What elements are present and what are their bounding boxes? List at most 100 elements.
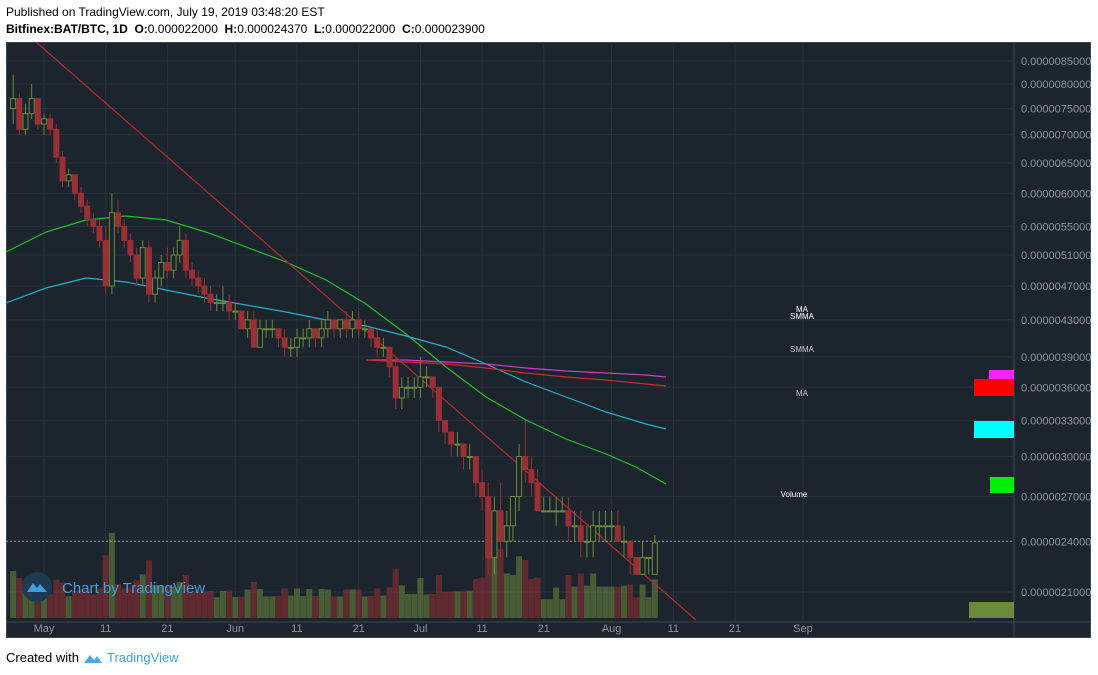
volume-bar bbox=[115, 584, 122, 618]
volume-bar bbox=[232, 596, 239, 618]
candle-body bbox=[263, 328, 270, 331]
candle-body bbox=[189, 269, 196, 279]
candle-body bbox=[435, 386, 442, 421]
volume-bar bbox=[84, 589, 91, 618]
candle-body bbox=[479, 482, 486, 498]
candle-body bbox=[306, 328, 313, 339]
x-tick-label: 11 bbox=[100, 623, 111, 635]
smma-line-cyan bbox=[6, 277, 667, 430]
candle-body bbox=[47, 118, 54, 130]
candle-body bbox=[343, 319, 350, 330]
candle-body bbox=[164, 262, 171, 271]
candle-body bbox=[256, 328, 263, 348]
candle-body bbox=[608, 525, 615, 528]
indicator-label: Volume bbox=[781, 490, 808, 499]
volume-bar bbox=[528, 578, 535, 618]
volume-bar bbox=[256, 589, 263, 618]
volume-bar bbox=[633, 597, 640, 618]
candle-body bbox=[275, 328, 282, 339]
volume-bar bbox=[16, 578, 23, 618]
volume-bar bbox=[121, 588, 128, 618]
candle-body bbox=[10, 98, 17, 110]
price-marker bbox=[974, 379, 1014, 396]
volume-bar bbox=[41, 594, 47, 618]
volume-bar bbox=[219, 590, 226, 618]
y-tick-label: 0.0000039000 bbox=[1021, 352, 1091, 364]
y-tick-label: 0.0000021000 bbox=[1021, 587, 1091, 599]
candle-body bbox=[65, 174, 72, 182]
candle-body bbox=[417, 376, 424, 388]
candle-body bbox=[213, 302, 220, 305]
high-label: H: bbox=[224, 22, 238, 36]
candle-body bbox=[368, 328, 375, 339]
volume-bar bbox=[337, 596, 344, 618]
volume-bar bbox=[349, 589, 356, 618]
volume-bar bbox=[47, 594, 54, 618]
trendline bbox=[35, 42, 697, 621]
volume-bar bbox=[472, 578, 479, 618]
volume-bar bbox=[645, 597, 652, 618]
x-tick-label: Jul bbox=[413, 623, 427, 635]
candle-body bbox=[90, 218, 97, 227]
candle-body bbox=[485, 496, 492, 558]
volume-bar bbox=[195, 591, 202, 618]
candle-body bbox=[170, 254, 177, 271]
candle-body bbox=[509, 496, 516, 527]
volume-bar bbox=[583, 585, 590, 618]
volume-bar bbox=[559, 599, 566, 618]
volume-bar bbox=[608, 586, 615, 618]
candle-body bbox=[423, 376, 430, 379]
candle-body bbox=[516, 456, 523, 498]
volume-bar bbox=[429, 594, 436, 618]
volume-bar bbox=[324, 589, 331, 618]
candle-body bbox=[614, 525, 621, 542]
volume-bar bbox=[263, 596, 270, 618]
price-chart[interactable]: 0.0000085000 0.0000080000 0.0000075000 0.00… bbox=[6, 42, 1091, 638]
candle-body bbox=[158, 262, 165, 279]
volume-bar bbox=[213, 597, 220, 618]
candle-body bbox=[448, 431, 455, 445]
y-tick-label: 0.0000075000 bbox=[1021, 104, 1091, 116]
tradingview-brand-link[interactable]: TradingView bbox=[106, 650, 179, 665]
x-tick-label: Sep bbox=[793, 623, 813, 635]
volume-bar bbox=[287, 595, 294, 618]
volume-bar bbox=[127, 587, 134, 618]
indicator-label: MA bbox=[796, 305, 809, 314]
candle-body bbox=[226, 302, 233, 312]
volume-bar bbox=[281, 588, 288, 618]
footer: Created with TradingView bbox=[6, 650, 179, 665]
candle-body bbox=[281, 337, 288, 348]
indicator-label: SMMA bbox=[790, 312, 815, 321]
candle-body bbox=[244, 319, 251, 330]
volume-bar bbox=[312, 596, 319, 618]
volume-bar bbox=[460, 590, 467, 618]
volume-bar bbox=[479, 577, 486, 618]
candle-body bbox=[528, 468, 535, 484]
volume-bar bbox=[522, 560, 529, 618]
x-tick-label: 11 bbox=[291, 623, 302, 635]
candle-body bbox=[53, 128, 60, 158]
candle-body bbox=[145, 247, 152, 295]
watermark-text: Chart by TradingView bbox=[62, 580, 205, 597]
volume-bar bbox=[275, 596, 282, 618]
volume-bar bbox=[368, 596, 375, 618]
candle-body bbox=[139, 247, 146, 279]
volume-bar bbox=[503, 573, 510, 618]
candle-body bbox=[71, 174, 78, 194]
volume-bar bbox=[53, 579, 60, 618]
candle-body bbox=[115, 212, 122, 227]
cloud-glyph bbox=[27, 583, 47, 592]
candle-body bbox=[355, 319, 362, 330]
candle-body bbox=[78, 192, 85, 207]
volume-bar bbox=[411, 594, 418, 618]
open-value: 0.000022000 bbox=[147, 22, 218, 36]
candle-body bbox=[466, 456, 473, 459]
volume-bar bbox=[133, 580, 140, 618]
candle-body bbox=[349, 319, 356, 330]
candle-body bbox=[337, 319, 344, 330]
y-tick-label: 0.0000036000 bbox=[1021, 382, 1091, 394]
candle-body bbox=[590, 525, 597, 542]
x-tick-label: May bbox=[34, 623, 55, 635]
y-tick-label: 0.0000047000 bbox=[1021, 281, 1091, 293]
price-marker bbox=[969, 602, 1014, 618]
